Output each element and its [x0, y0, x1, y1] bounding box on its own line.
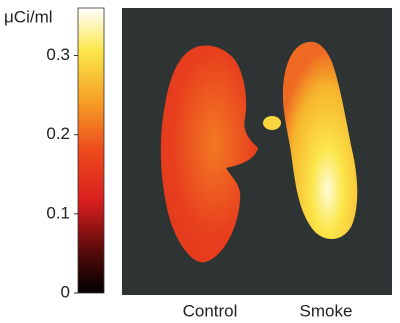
figure: μCi/ml Control Smoke 0 0.1 0.2 0.3	[0, 0, 400, 323]
lung-blob	[263, 116, 281, 130]
colorbar	[78, 8, 104, 293]
panel-label: Smoke	[300, 301, 353, 320]
tick-label: 0	[61, 282, 70, 301]
tick-label: 0.3	[46, 45, 70, 64]
tick-label: 0.2	[46, 124, 70, 143]
colorbar-label: μCi/ml	[4, 7, 53, 26]
tick-label: 0.1	[46, 203, 70, 222]
panel-label: Control	[183, 301, 238, 320]
